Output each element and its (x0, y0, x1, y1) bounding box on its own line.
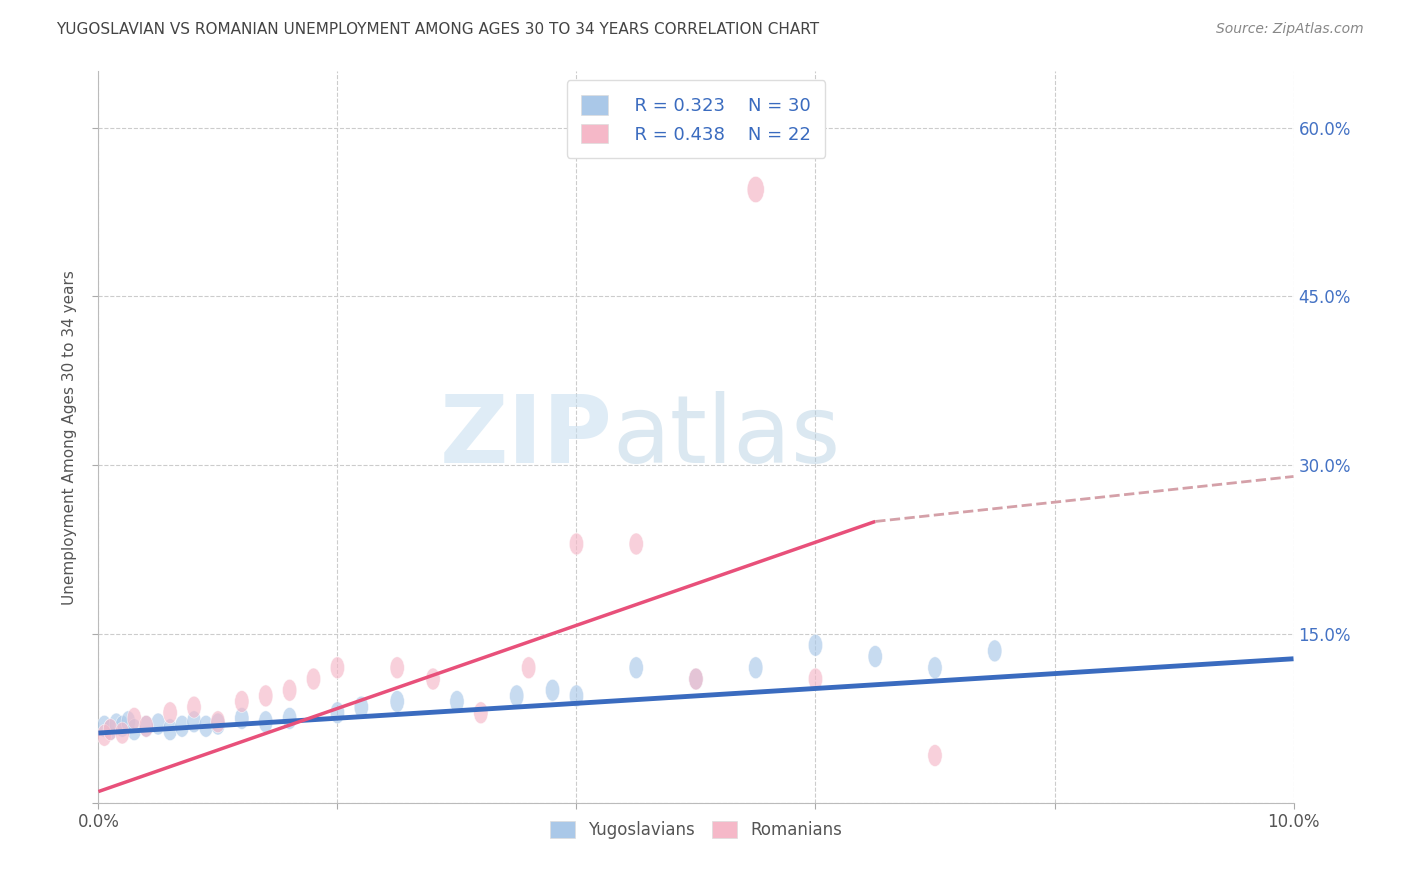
Ellipse shape (259, 711, 273, 732)
Ellipse shape (628, 533, 644, 555)
Ellipse shape (103, 719, 118, 740)
Ellipse shape (808, 668, 823, 690)
Ellipse shape (546, 680, 560, 701)
Ellipse shape (115, 715, 129, 738)
Ellipse shape (211, 713, 225, 735)
Ellipse shape (235, 707, 249, 730)
Ellipse shape (509, 685, 524, 706)
Ellipse shape (127, 719, 142, 740)
Ellipse shape (808, 634, 823, 657)
Text: Source: ZipAtlas.com: Source: ZipAtlas.com (1216, 22, 1364, 37)
Ellipse shape (389, 657, 405, 679)
Text: ZIP: ZIP (440, 391, 613, 483)
Ellipse shape (928, 657, 942, 679)
Text: atlas: atlas (613, 391, 841, 483)
Ellipse shape (354, 696, 368, 718)
Ellipse shape (259, 685, 273, 706)
Ellipse shape (187, 711, 201, 732)
Ellipse shape (928, 745, 942, 766)
Ellipse shape (139, 715, 153, 738)
Ellipse shape (110, 713, 124, 735)
Ellipse shape (450, 690, 464, 713)
Ellipse shape (121, 711, 135, 732)
Ellipse shape (283, 680, 297, 701)
Ellipse shape (689, 668, 703, 690)
Ellipse shape (198, 715, 214, 738)
Ellipse shape (628, 657, 644, 679)
Y-axis label: Unemployment Among Ages 30 to 34 years: Unemployment Among Ages 30 to 34 years (62, 269, 77, 605)
Ellipse shape (283, 707, 297, 730)
Ellipse shape (748, 657, 763, 679)
Ellipse shape (97, 715, 111, 738)
Ellipse shape (150, 713, 166, 735)
Text: YUGOSLAVIAN VS ROMANIAN UNEMPLOYMENT AMONG AGES 30 TO 34 YEARS CORRELATION CHART: YUGOSLAVIAN VS ROMANIAN UNEMPLOYMENT AMO… (56, 22, 820, 37)
Ellipse shape (115, 722, 129, 744)
Ellipse shape (187, 696, 201, 718)
Ellipse shape (307, 668, 321, 690)
Ellipse shape (474, 702, 488, 723)
Ellipse shape (174, 715, 190, 738)
Ellipse shape (569, 685, 583, 706)
Ellipse shape (389, 690, 405, 713)
Ellipse shape (747, 177, 765, 202)
Ellipse shape (330, 702, 344, 723)
Ellipse shape (522, 657, 536, 679)
Ellipse shape (163, 702, 177, 723)
Ellipse shape (103, 719, 118, 740)
Ellipse shape (163, 719, 177, 740)
Ellipse shape (868, 646, 883, 667)
Ellipse shape (235, 690, 249, 713)
Ellipse shape (211, 711, 225, 732)
Ellipse shape (689, 668, 703, 690)
Ellipse shape (97, 724, 111, 747)
Ellipse shape (426, 668, 440, 690)
Ellipse shape (987, 640, 1002, 662)
Legend: Yugoslavians, Romanians: Yugoslavians, Romanians (543, 814, 849, 846)
Ellipse shape (569, 533, 583, 555)
Ellipse shape (127, 707, 142, 730)
Ellipse shape (330, 657, 344, 679)
Ellipse shape (139, 715, 153, 738)
